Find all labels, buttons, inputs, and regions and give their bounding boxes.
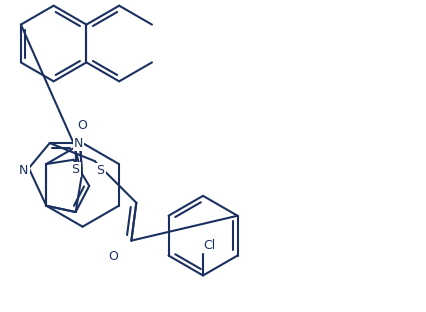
Text: N: N (74, 137, 83, 149)
Text: O: O (77, 119, 86, 132)
Text: Cl: Cl (202, 239, 215, 252)
Text: S: S (96, 164, 104, 178)
Text: O: O (108, 250, 118, 263)
Text: S: S (72, 163, 79, 176)
Text: N: N (19, 163, 29, 177)
